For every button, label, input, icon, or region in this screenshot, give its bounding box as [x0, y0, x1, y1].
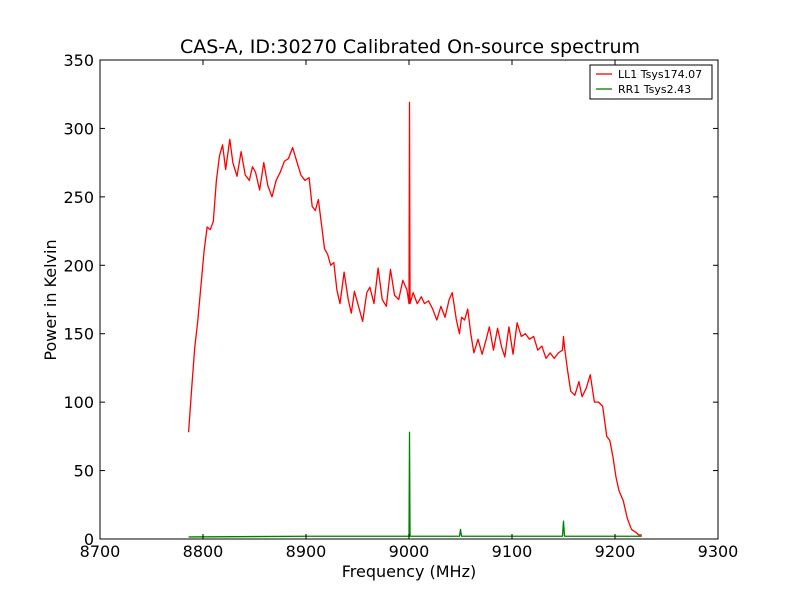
y-tick-label: 100	[63, 393, 94, 412]
legend-label-1: RR1 Tsys2.43	[618, 83, 691, 96]
legend-box	[589, 64, 713, 100]
legend-label-0: LL1 Tsys174.07	[618, 68, 702, 81]
x-tick-label: 9100	[492, 542, 533, 561]
x-tick-label: 9000	[389, 542, 430, 561]
y-tick-label: 200	[63, 256, 94, 275]
series-line-0	[187, 101, 642, 536]
x-tick-label: 9200	[595, 542, 636, 561]
y-tick-label: 150	[63, 325, 94, 344]
y-tick-label: 50	[74, 462, 94, 481]
x-tick-label: 8900	[286, 542, 327, 561]
x-tick-label: 8700	[80, 542, 121, 561]
y-axis-label: Power in Kelvin	[41, 239, 60, 360]
chart-title: CAS-A, ID:30270 Calibrated On-source spe…	[180, 36, 640, 58]
y-tick-label: 300	[63, 119, 94, 138]
x-axis: 8700 8800 8900 9000 9100 9200 9300	[80, 60, 739, 561]
y-axis: 0 50 100 150 200 250 300 350	[63, 51, 718, 549]
y-tick-label: 0	[84, 530, 94, 549]
x-axis-label: Frequency (MHz)	[342, 562, 476, 581]
legend: LL1 Tsys174.07 RR1 Tsys2.43	[589, 64, 713, 100]
x-tick-label: 9300	[698, 542, 739, 561]
y-tick-label: 250	[63, 188, 94, 207]
x-tick-label: 8800	[183, 542, 224, 561]
series-layer	[187, 101, 642, 538]
y-tick-label: 350	[63, 51, 94, 70]
series-line-1	[188, 431, 642, 538]
